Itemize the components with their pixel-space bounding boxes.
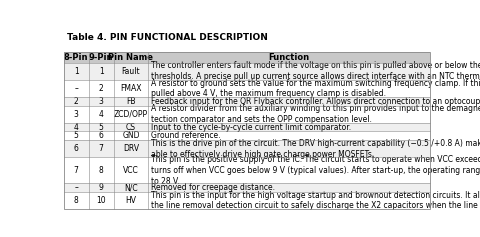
Text: 8: 8: [99, 166, 104, 175]
Text: 1: 1: [99, 67, 104, 76]
Bar: [64, 52, 430, 63]
Text: This pin is the input for the high voltage startup and brownout detection circui: This pin is the input for the high volta…: [151, 191, 480, 210]
Text: –: –: [74, 183, 78, 192]
Bar: [64, 52, 430, 209]
Text: Ground reference.: Ground reference.: [151, 131, 220, 140]
Text: 10: 10: [96, 196, 106, 205]
Text: 9: 9: [99, 183, 104, 192]
Text: A resistor divider from the auxiliary winding to this pin provides input to the : A resistor divider from the auxiliary wi…: [151, 104, 480, 124]
Text: Fault: Fault: [121, 67, 140, 76]
Text: HV: HV: [125, 196, 136, 205]
Text: 8: 8: [74, 196, 79, 205]
Text: Input to the cycle-by-cycle current limit comparator.: Input to the cycle-by-cycle current limi…: [151, 123, 351, 132]
Text: 7: 7: [74, 166, 79, 175]
Text: 8-Pin: 8-Pin: [64, 53, 88, 62]
Text: 5: 5: [99, 123, 104, 132]
Bar: [64, 157, 430, 183]
Text: 6: 6: [99, 131, 104, 140]
Text: Removed for creepage distance.: Removed for creepage distance.: [151, 183, 275, 192]
Bar: [64, 63, 430, 80]
Text: 3: 3: [99, 97, 104, 106]
Text: 3: 3: [74, 110, 79, 119]
Text: Function: Function: [269, 53, 310, 62]
Bar: [64, 140, 430, 157]
Text: 2: 2: [74, 97, 79, 106]
Bar: [64, 132, 430, 140]
Text: This pin is the positive supply of the IC. The circuit starts to operate when VC: This pin is the positive supply of the I…: [151, 155, 480, 186]
Bar: [64, 183, 430, 192]
Bar: [64, 106, 430, 123]
Text: A resistor to ground sets the value for the maximum switching frequency clamp. I: A resistor to ground sets the value for …: [151, 78, 480, 98]
Text: 5: 5: [74, 131, 79, 140]
Text: 6: 6: [74, 144, 79, 153]
Text: DRV: DRV: [123, 144, 139, 153]
Text: Feedback input for the QR Flyback controller. Allows direct connection to an opt: Feedback input for the QR Flyback contro…: [151, 97, 480, 106]
Text: FB: FB: [126, 97, 136, 106]
Bar: [64, 192, 430, 209]
Bar: [64, 80, 430, 97]
Text: Table 4. PIN FUNCTIONAL DESCRIPTION: Table 4. PIN FUNCTIONAL DESCRIPTION: [67, 33, 268, 42]
Bar: [64, 123, 430, 132]
Text: The controller enters fault mode if the voltage on this pin is pulled above or b: The controller enters fault mode if the …: [151, 61, 480, 81]
Text: N/C: N/C: [124, 183, 138, 192]
Text: 2: 2: [99, 84, 104, 93]
Text: 4: 4: [99, 110, 104, 119]
Text: CS: CS: [126, 123, 136, 132]
Text: 9-Pin: 9-Pin: [89, 53, 113, 62]
Text: 4: 4: [74, 123, 79, 132]
Text: Pin Name: Pin Name: [108, 53, 154, 62]
Text: 1: 1: [74, 67, 79, 76]
Text: FMAX: FMAX: [120, 84, 142, 93]
Text: GND: GND: [122, 131, 140, 140]
Text: –: –: [74, 84, 78, 93]
Text: This is the drive pin of the circuit. The DRV high-current capability (−0.5 /+0.: This is the drive pin of the circuit. Th…: [151, 139, 480, 159]
Text: ZCD/OPP: ZCD/OPP: [114, 110, 148, 119]
Bar: [64, 97, 430, 106]
Text: VCC: VCC: [123, 166, 139, 175]
Text: 7: 7: [99, 144, 104, 153]
